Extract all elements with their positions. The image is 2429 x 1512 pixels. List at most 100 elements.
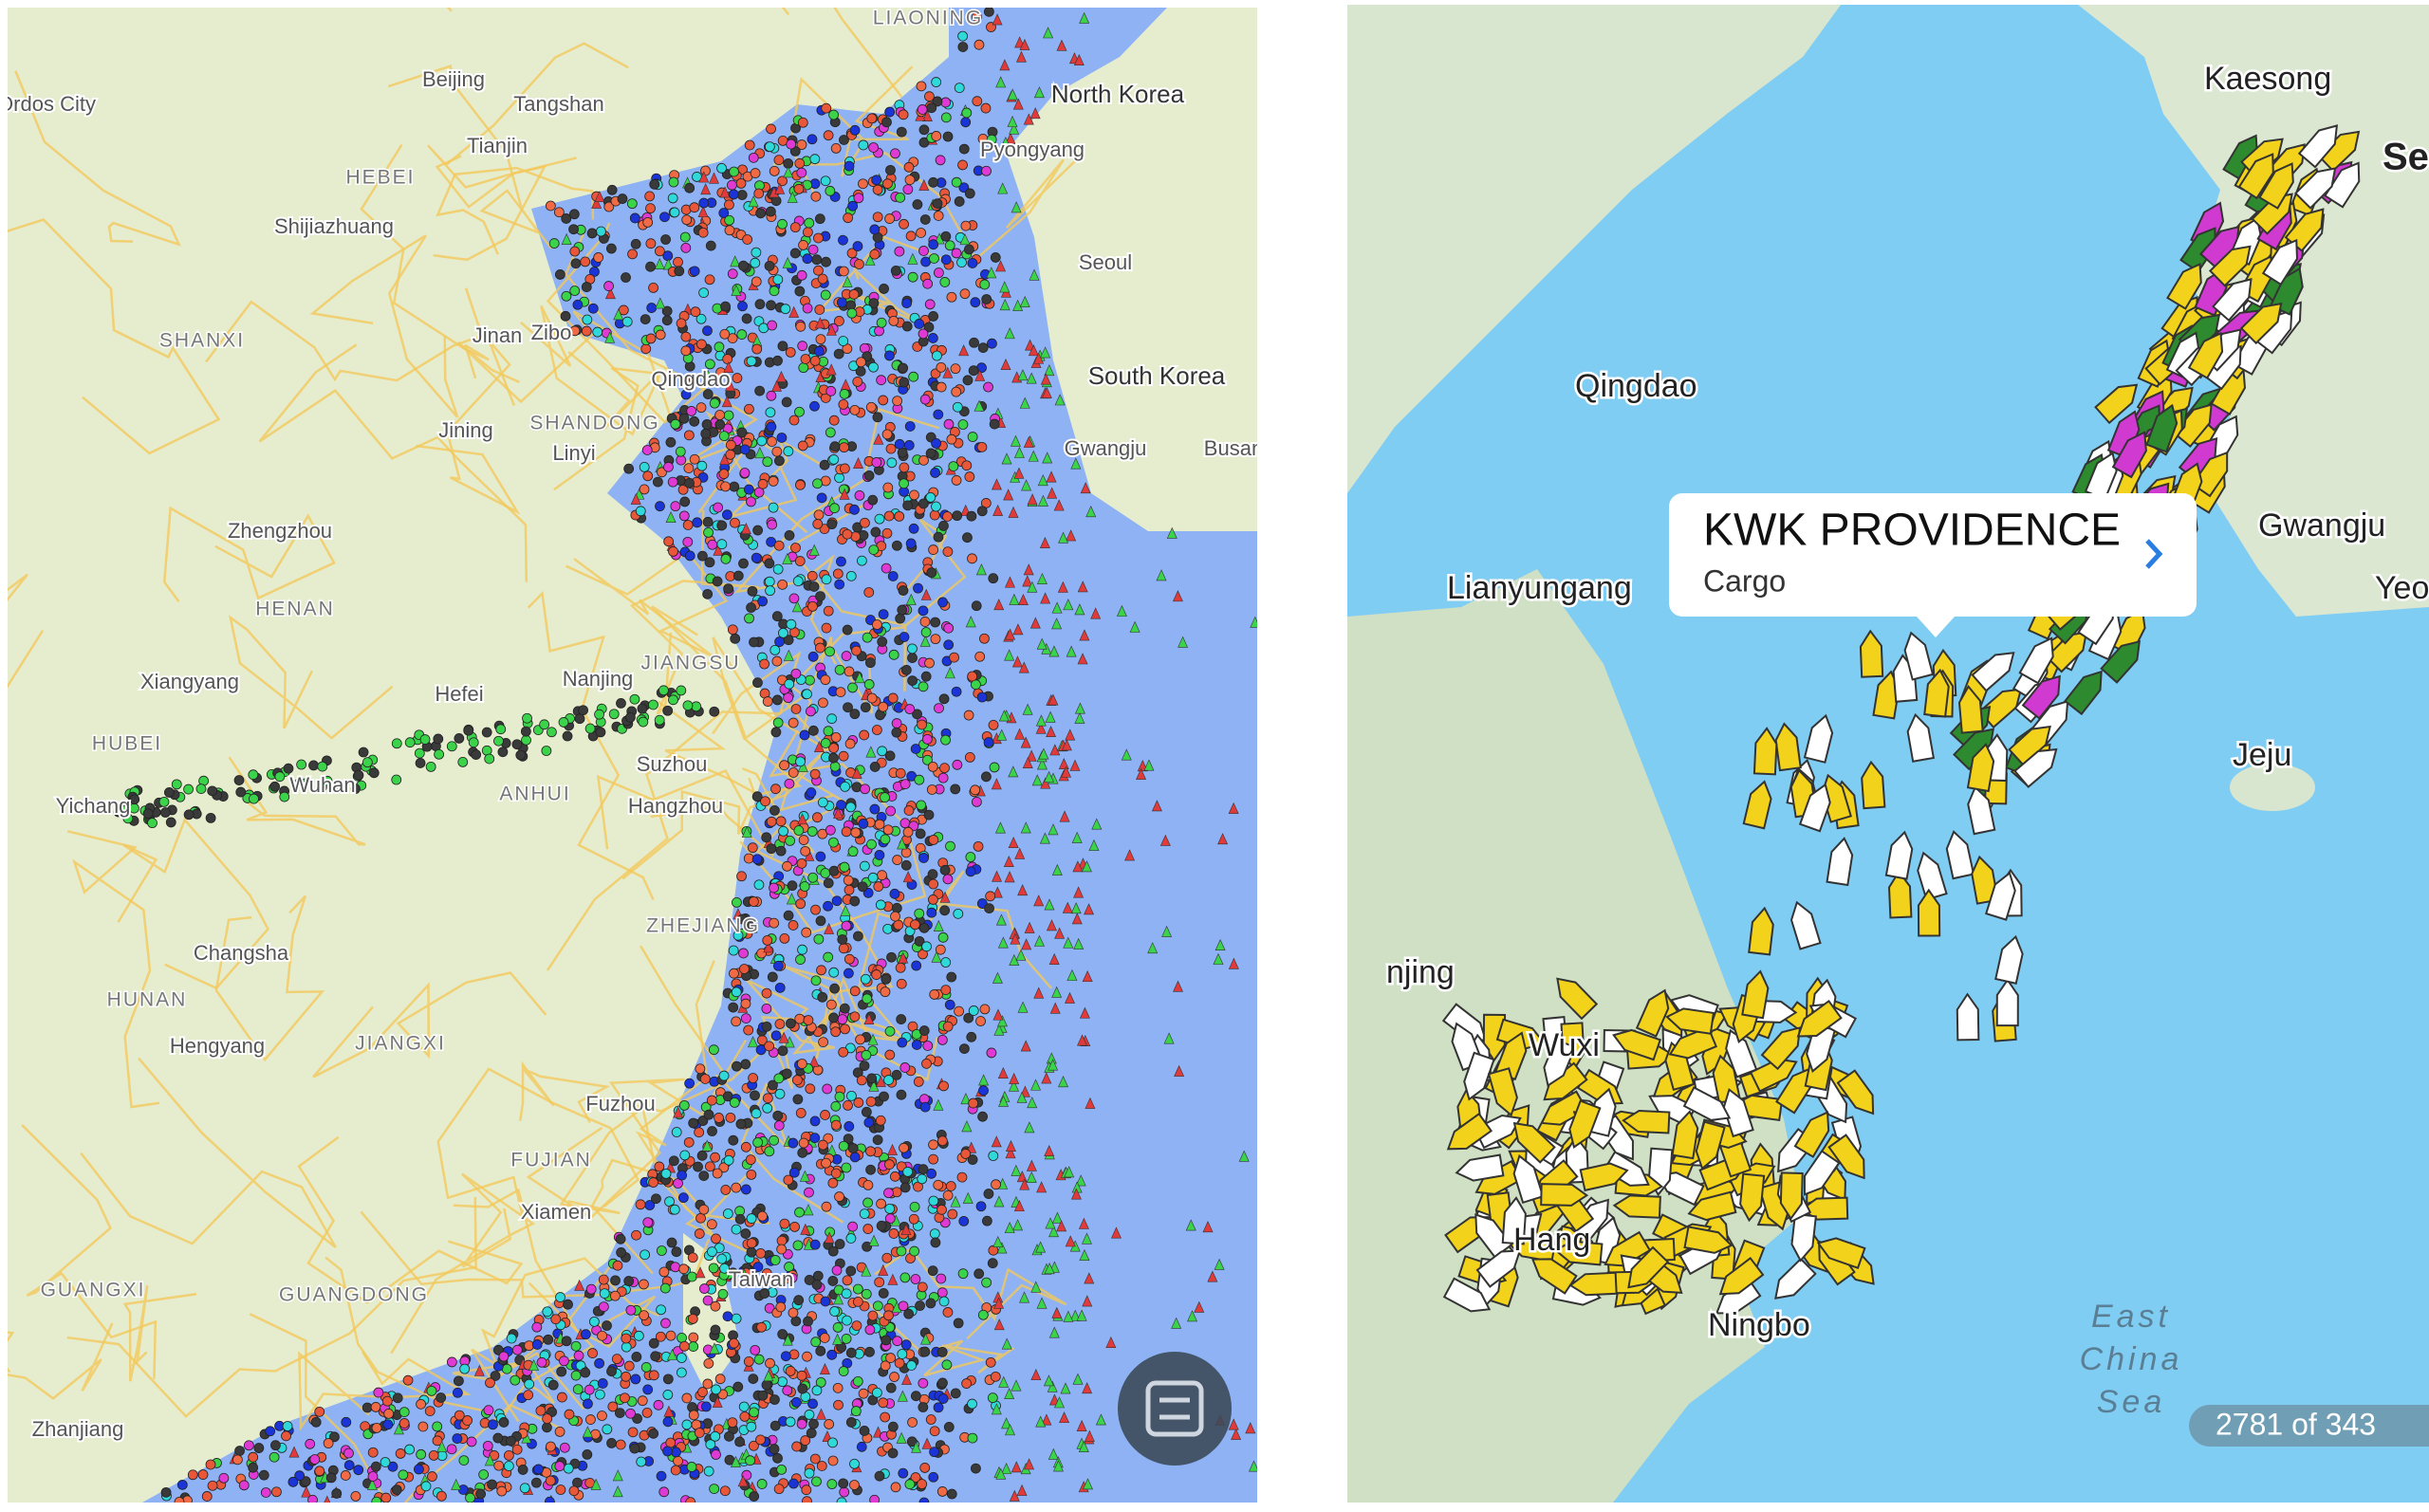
vessel [402,1374,414,1386]
vessel [466,1436,477,1447]
vessel [830,1026,842,1038]
vessel [777,579,788,590]
vessel [935,155,946,166]
vessel [1250,616,1257,628]
vessel [849,404,861,415]
vessel [809,1453,821,1465]
vessel [380,1492,392,1503]
vessel [368,767,380,779]
vessel [158,796,170,807]
vessel [965,616,976,628]
vessel [1019,1291,1030,1303]
vessel [938,1296,950,1307]
vessel [560,310,571,322]
vessel [868,361,879,373]
vessel [1151,800,1162,812]
vessel [554,1427,566,1437]
vessel [779,760,789,771]
vessel [1074,603,1085,616]
vessel [899,632,910,642]
vessel [991,1403,1002,1415]
vessel [918,124,930,136]
vessel [933,919,944,931]
vessel [927,1265,938,1277]
vessel [899,1062,911,1073]
vessel [805,674,815,686]
vessel [582,314,593,325]
vessel [471,749,482,760]
sea-label: East [2091,1299,2171,1335]
vessel [816,492,827,504]
road [456,310,677,430]
vessel [353,1465,364,1476]
vessel [559,1355,569,1367]
vessel [975,1201,987,1212]
vessel [985,891,996,902]
vessel [746,496,756,507]
vessel [841,826,852,838]
vessel [612,1469,623,1482]
vessel [813,933,825,945]
vessel [897,604,908,616]
vessel [1066,645,1077,657]
vessel [609,1290,621,1301]
vessel [887,571,899,581]
vessel [957,159,968,171]
vessel [708,1044,719,1056]
vessel [197,1469,209,1480]
vessel [997,936,1009,949]
vessel [761,987,772,999]
vessel [928,544,939,555]
vessel [967,432,978,442]
vessel [868,1234,880,1246]
vessel [961,1120,973,1133]
vessel [767,436,777,447]
vessel [307,1494,318,1503]
vessel [1021,479,1032,491]
vessel [694,1428,705,1438]
vessel [935,944,946,955]
vessel [872,412,883,423]
vessel [895,613,906,624]
vessel [969,337,979,348]
vessel [909,1245,919,1257]
vessel [1030,1369,1042,1381]
vessel [864,253,876,266]
vessel [598,1301,609,1312]
vessel [604,331,616,343]
vessel [981,294,992,304]
popup-box[interactable] [1669,493,2197,617]
vessel [1185,1219,1196,1231]
vessel [922,1041,934,1051]
vessel [992,13,1003,26]
place-label: Xiamen [521,1200,592,1224]
vessel [806,787,817,798]
vessel [845,1417,857,1428]
vessel [928,239,939,250]
vessel [350,1490,362,1502]
vessel [785,1366,796,1376]
vessel [1156,569,1167,581]
vessel [517,1465,528,1475]
vessel [804,1275,815,1285]
vessel [803,1204,814,1216]
vessel [671,1127,682,1137]
vessel [640,343,652,355]
vessel [830,1100,842,1112]
vessel [808,1418,819,1429]
vessel [645,238,657,249]
vessel [1039,832,1050,844]
vessel [787,880,798,892]
vessel [1077,581,1088,593]
vessel [829,441,841,452]
vessel [425,761,436,772]
vessel [665,1330,677,1341]
place-label: Yeosu [2375,570,2429,606]
scan-button[interactable] [1118,1352,1232,1466]
vessel [712,576,723,587]
vessel [838,750,849,762]
vessel [974,369,986,381]
vessel [967,1398,977,1410]
popup-chevron[interactable] [2145,539,2163,569]
popup[interactable]: KWK PROVIDENCE Cargo [1669,493,2197,637]
